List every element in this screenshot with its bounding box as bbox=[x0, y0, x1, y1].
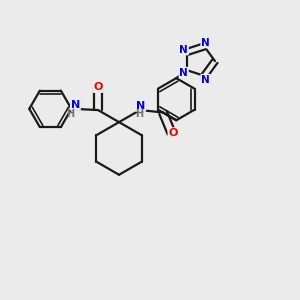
Text: H: H bbox=[66, 109, 74, 119]
Text: N: N bbox=[136, 101, 145, 111]
Text: H: H bbox=[135, 109, 143, 119]
Text: O: O bbox=[93, 82, 103, 92]
Text: N: N bbox=[71, 100, 80, 110]
Text: N: N bbox=[179, 45, 188, 55]
Text: O: O bbox=[168, 128, 178, 138]
Text: N: N bbox=[201, 75, 210, 85]
Text: N: N bbox=[179, 68, 188, 78]
Text: N: N bbox=[201, 38, 210, 48]
